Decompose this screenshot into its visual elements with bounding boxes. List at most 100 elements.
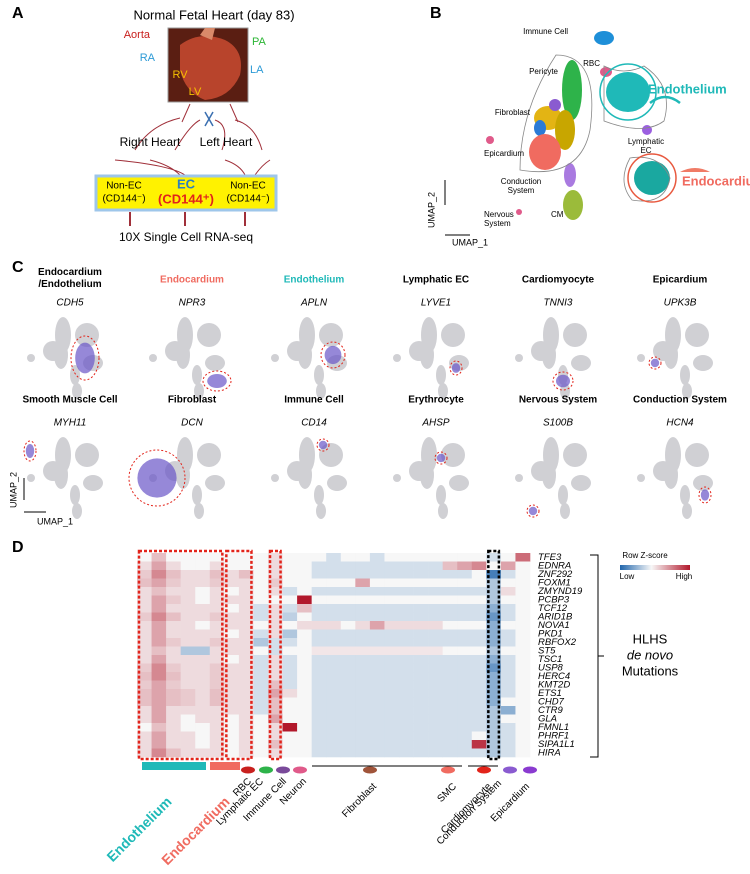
heatmap-cell	[340, 621, 356, 630]
heatmap-cell	[500, 697, 516, 707]
heatmap-cell	[457, 731, 473, 741]
heatmap-cell	[253, 663, 269, 673]
heatmap-cell	[369, 731, 385, 741]
heatmap-cell	[457, 629, 473, 639]
heatmap-cell	[282, 646, 298, 656]
heatmap-cell	[515, 706, 531, 715]
split-label: Right Heart	[120, 135, 181, 149]
heatmap-cell	[238, 697, 254, 707]
gene-name: CDH5	[56, 298, 84, 309]
heatmap-cell	[253, 680, 269, 690]
heatmap-cell	[268, 595, 283, 605]
umap-cluster	[319, 443, 343, 467]
heatmap-cell	[224, 612, 240, 622]
heatmap-cell	[238, 638, 254, 647]
heatmap-cell	[268, 697, 283, 707]
heatmap-cell	[209, 587, 225, 596]
heatmap-cell	[413, 553, 429, 562]
heatmap-cell	[384, 723, 400, 732]
heatmap-cell	[355, 740, 371, 749]
heatmap-cell	[268, 561, 283, 571]
heatmap-cell	[166, 629, 181, 639]
heatmap-cell	[413, 748, 429, 758]
heatmap-cell	[311, 553, 327, 562]
heatmap-cell	[384, 595, 400, 605]
heatmap-cell	[238, 629, 254, 639]
umap-cluster	[560, 503, 570, 519]
umap-cluster	[72, 503, 82, 519]
heatmap-cell	[369, 740, 385, 749]
row-label: KMT2D	[538, 679, 570, 690]
heatmap-cell	[413, 587, 429, 596]
heatmap-cell	[151, 714, 167, 724]
heatmap-cell	[238, 595, 254, 605]
heatmap-cell	[428, 706, 443, 715]
heatmap-cell	[413, 638, 429, 647]
heatmap-cell	[442, 646, 458, 656]
heatmap-cell	[486, 655, 502, 664]
heatmap-cell	[471, 672, 487, 681]
heatmap-cell	[442, 748, 458, 758]
heatmap-cell	[457, 621, 473, 630]
heatmap-cell	[355, 672, 371, 681]
heatmap-cell	[355, 612, 371, 622]
heatmap-cell	[500, 561, 516, 571]
heatmap-cell	[297, 621, 312, 630]
umap-cluster	[192, 485, 202, 505]
heatmap-cell	[428, 595, 443, 605]
icon	[293, 766, 307, 774]
heatmap-cell	[413, 680, 429, 690]
heatmap-cell	[428, 621, 443, 630]
heatmap-cell	[442, 740, 458, 749]
heatmap-cell	[457, 578, 473, 588]
heatmap-cell	[282, 578, 298, 588]
heatmap-cell	[311, 663, 327, 673]
umap-cluster	[563, 443, 587, 467]
heatmap-cell	[137, 714, 152, 724]
heatmap-cell	[151, 646, 167, 656]
heatmap-cell	[195, 646, 211, 656]
heatmap-cell	[195, 680, 211, 690]
heatmap-cell	[180, 604, 196, 613]
heatmap-cell	[253, 578, 269, 588]
heatmap-cell	[180, 587, 196, 596]
heatmap-cell	[340, 561, 356, 571]
heatmap-cell	[369, 604, 385, 613]
heatmap-cell	[297, 655, 312, 664]
heatmap-cell	[326, 561, 342, 571]
heatmap-cell	[471, 655, 487, 664]
heatmap-cell	[384, 740, 400, 749]
heatmap-cell	[442, 578, 458, 588]
heatmap-cell	[282, 672, 298, 681]
cluster-label: Conduction System	[501, 177, 541, 195]
heatmap-cell	[209, 621, 225, 630]
plot-title: Endocardium/Endothelium	[38, 267, 102, 290]
heatmap-cell	[369, 672, 385, 681]
umap-cluster	[176, 461, 190, 489]
heatmap-cell	[195, 723, 211, 732]
heatmap-cell	[297, 740, 312, 749]
umap-cluster	[27, 354, 35, 362]
heatmap-cell	[471, 748, 487, 758]
heatmap-cell	[326, 612, 342, 622]
heatmap-cell	[253, 638, 269, 647]
heatmap-cell	[137, 629, 152, 639]
heatmap-cell	[311, 638, 327, 647]
umap-cluster	[558, 485, 568, 505]
heatmap-cell	[180, 646, 196, 656]
axis-arrow	[23, 478, 46, 513]
heatmap-cell	[326, 680, 342, 690]
heatmap-cell	[224, 604, 240, 613]
heatmap-cell	[224, 570, 240, 579]
heatmap-cell	[326, 655, 342, 664]
heatmap-cell	[166, 561, 181, 571]
heatmap-cell	[326, 595, 342, 605]
umap-cluster	[515, 354, 523, 362]
heatmap-cell	[151, 663, 167, 673]
heatmap-cell	[180, 621, 196, 630]
heatmap-cell	[137, 731, 152, 741]
heatmap-cell	[486, 748, 502, 758]
heatmap-cell	[399, 595, 414, 605]
heatmap-cell	[166, 697, 181, 707]
heatmap-cell	[282, 595, 298, 605]
